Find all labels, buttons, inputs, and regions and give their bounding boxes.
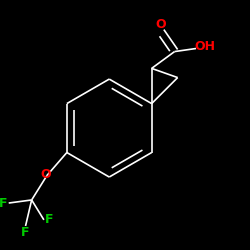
- Text: O: O: [156, 18, 166, 32]
- Text: O: O: [40, 168, 51, 181]
- Text: F: F: [45, 213, 54, 226]
- Text: F: F: [0, 196, 8, 209]
- Text: F: F: [21, 226, 30, 239]
- Text: OH: OH: [194, 40, 215, 54]
